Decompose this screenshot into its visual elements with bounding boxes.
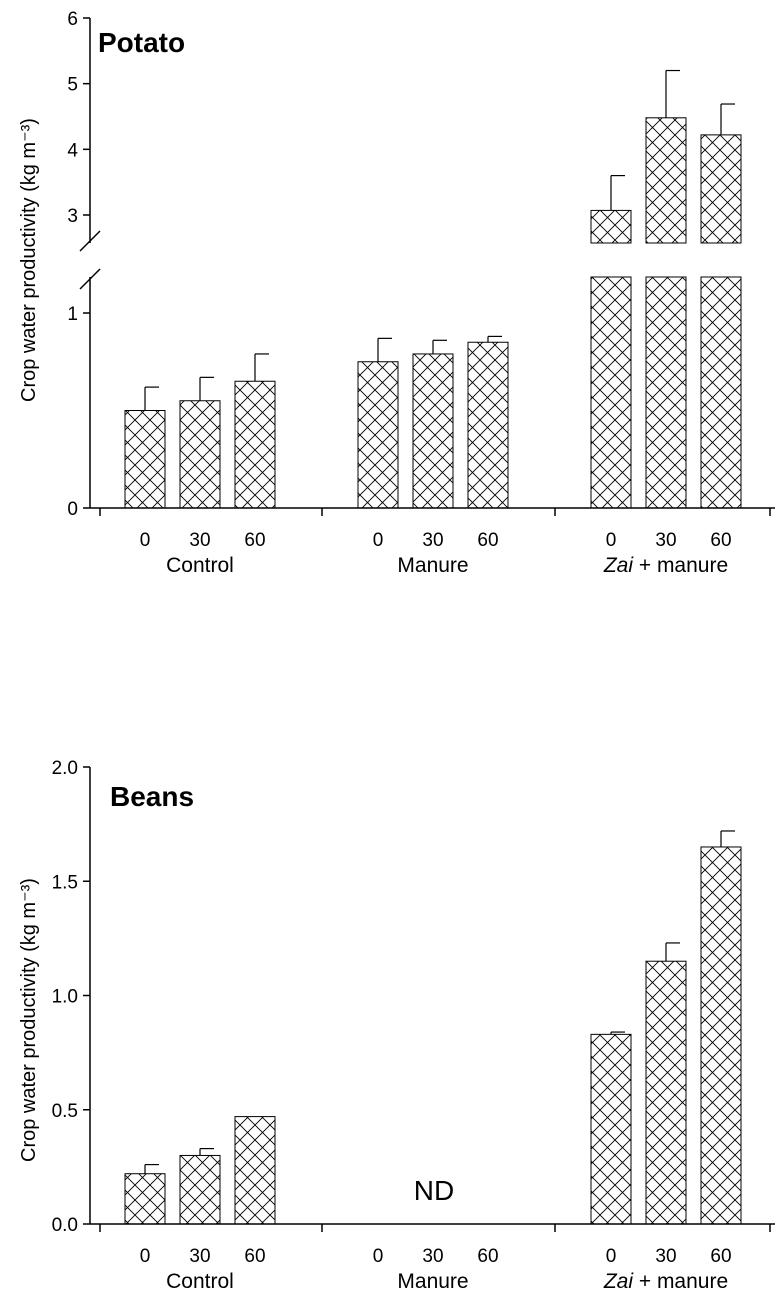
beans-y-tick-label: 0.5 [52, 1101, 78, 1122]
beans-y-tick-label: 0.0 [52, 1215, 78, 1236]
beans-category-label: 60 [244, 1246, 265, 1267]
potato-category-label: 0 [373, 530, 384, 551]
beans-chart-title: Beans [110, 781, 194, 812]
potato-category-label: 60 [477, 530, 498, 551]
bar [124, 1173, 166, 1225]
bar [645, 276, 687, 509]
potato-y-tick-label: 1 [67, 304, 78, 325]
potato-category-label: 60 [710, 530, 731, 551]
potato-category-label: 30 [422, 530, 443, 551]
beans-axes: 0.0 0.5 1.0 1.5 2.0 0 30 60 Control 0 30 60 Manure 0 3… [52, 758, 775, 1293]
bar [645, 960, 687, 1225]
beans-category-label: 30 [189, 1246, 210, 1267]
beans-category-label: 60 [477, 1246, 498, 1267]
beans-group-label: Manure [397, 1270, 468, 1293]
potato-category-label: 0 [140, 530, 151, 551]
beans-category-label: 60 [710, 1246, 731, 1267]
potato-category-label: 0 [606, 530, 617, 551]
beans-panel: Beans Crop water productivity (kg m⁻³) N… [18, 758, 775, 1293]
beans-y-tick-label: 1.5 [52, 872, 78, 893]
potato-panel: Potato Crop water productivity (kg m⁻³) … [18, 9, 775, 577]
bar [179, 400, 221, 509]
potato-y-tick-label: 0 [67, 499, 78, 520]
bar [179, 1154, 221, 1225]
potato-y-tick-label: 6 [67, 9, 78, 30]
beans-y-tick-label: 2.0 [52, 758, 78, 779]
bar [234, 380, 276, 509]
beans-bars [124, 830, 742, 1225]
potato-group-label: Zai + manure [603, 554, 728, 577]
beans-category-label: 0 [140, 1246, 151, 1267]
beans-y-axis-label: Crop water productivity (kg m⁻³) [18, 878, 40, 1162]
bar [700, 134, 742, 244]
beans-group-label: Control [166, 1270, 234, 1293]
potato-y-tick-label: 4 [67, 140, 78, 161]
potato-group-label: Manure [397, 554, 468, 577]
bar [590, 1033, 632, 1225]
bar [590, 276, 632, 509]
potato-y-tick-label: 3 [67, 206, 78, 227]
potato-category-label: 30 [655, 530, 676, 551]
beans-category-label: 30 [655, 1246, 676, 1267]
bar [467, 341, 509, 509]
bar [700, 846, 742, 1225]
beans-group-label: Zai + manure [603, 1270, 728, 1293]
beans-category-label: 0 [606, 1246, 617, 1267]
nd-annotation: ND [414, 1175, 454, 1206]
potato-chart-title: Potato [98, 27, 185, 58]
potato-y-tick-label: 5 [67, 75, 78, 96]
beans-category-label: 30 [422, 1246, 443, 1267]
potato-axis-break-mark [79, 230, 101, 252]
potato-bars [124, 69, 742, 509]
potato-category-label: 30 [189, 530, 210, 551]
bar [700, 276, 742, 509]
bar [412, 353, 454, 509]
beans-y-tick-label: 1.0 [52, 987, 78, 1008]
bar [357, 361, 399, 509]
potato-y-axis-label: Crop water productivity (kg m⁻³) [18, 118, 40, 402]
beans-category-label: 0 [373, 1246, 384, 1267]
bar [645, 117, 687, 244]
bar [124, 410, 166, 509]
potato-axis-break-mark [79, 268, 101, 290]
bar [590, 209, 632, 244]
potato-category-label: 60 [244, 530, 265, 551]
bar [234, 1116, 276, 1225]
potato-group-label: Control [166, 554, 234, 577]
